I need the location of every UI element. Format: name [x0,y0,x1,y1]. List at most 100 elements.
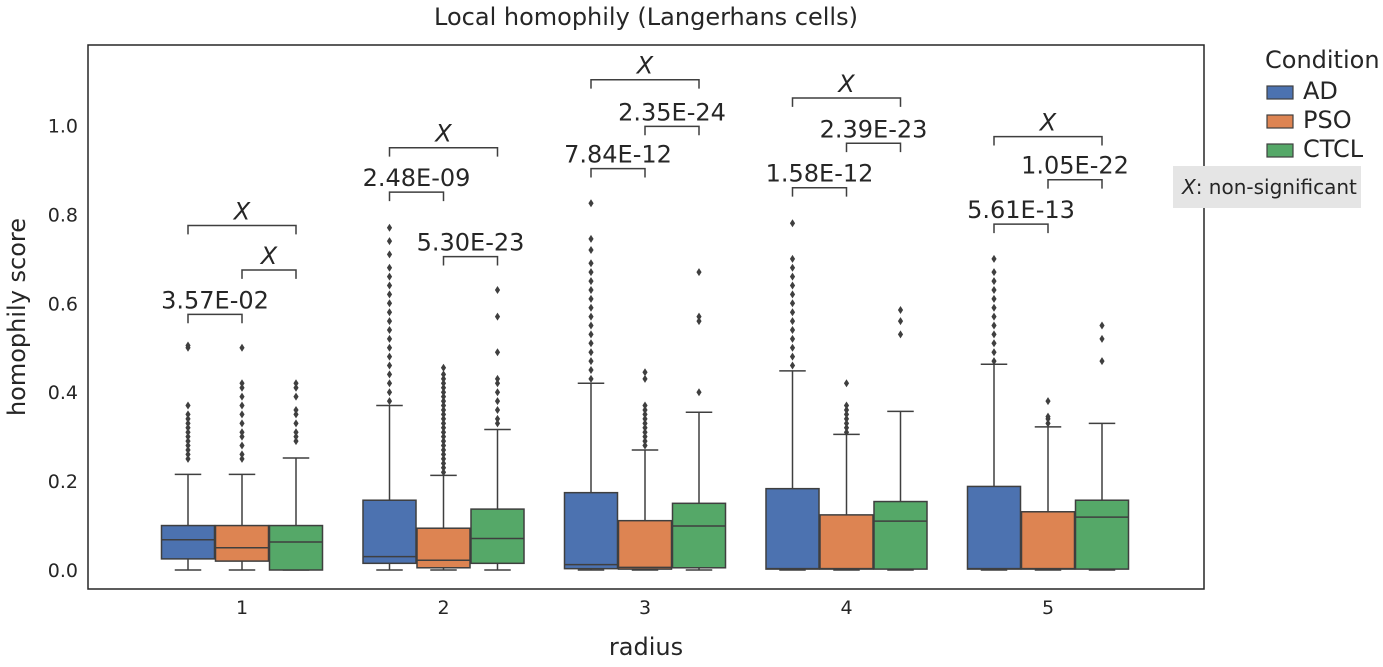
outlier-point [642,368,648,377]
outlier-point [494,285,501,294]
outlier-point [642,419,648,428]
outlier-point [440,468,447,477]
significance-bracket: 5.61E-13 [967,196,1075,234]
x-tick-label: 3 [639,597,651,619]
outlier-point [239,454,245,463]
outlier-point [239,432,245,441]
outlier-point [696,317,702,326]
significance-bracket: X [993,109,1103,146]
legend-label-pso: PSO [1303,106,1352,134]
outlier-point [696,388,702,397]
outlier-point [991,339,997,348]
outlier-point [588,357,594,366]
legend-title: Condition [1265,46,1380,74]
bracket-line [590,78,700,89]
outlier-point [642,441,648,450]
outlier-point [293,419,299,428]
outlier-point [789,308,796,317]
significance-note-symbol: X [1181,175,1197,199]
significance-note-box [1173,166,1361,208]
y-tick-label: 0.8 [48,204,78,226]
outlier-point [588,294,594,303]
bracket-label: X [232,198,251,226]
y-tick-label: 0.2 [48,471,78,493]
outlier-point [789,299,796,308]
outlier-point [386,397,393,406]
outlier-point [588,312,594,321]
bracket-label: X [433,120,452,148]
bracket-label: X [1038,109,1057,137]
bracket-line [388,191,445,202]
box-body [470,508,525,565]
chart-title: Local homophily (Langerhans cells) [434,3,858,31]
outlier-point [239,379,245,388]
outlier-point [440,454,447,463]
outlier-point [185,341,191,350]
bracket-label: 1.58E-12 [766,160,874,188]
legend-swatch-ctcl [1266,143,1294,158]
significance-bracket: X [590,52,700,89]
outlier-point [185,428,191,437]
outlier-point [494,388,501,397]
outlier-point [897,317,904,326]
significance-bracket: 1.58E-12 [766,160,874,197]
outlier-point [696,268,702,277]
outlier-point [386,352,393,361]
outlier-point [293,432,299,441]
outlier-point [1045,419,1051,428]
x-tick-label: 5 [1042,597,1054,619]
y-tick-label: 0.4 [48,382,78,404]
outlier-point [642,405,648,414]
outlier-point [843,401,850,410]
outlier-point [843,428,850,437]
box-pso-4 [819,379,874,571]
outlier-point [1045,412,1051,421]
y-axis-label: homophily score [3,218,31,416]
outlier-point [239,410,245,419]
box-ad-2 [362,223,417,571]
outlier-point [642,437,648,446]
outlier-point [185,432,191,441]
outlier-point [386,388,393,397]
outlier-point [642,428,648,437]
outlier-point [789,263,796,272]
outlier-point [843,405,850,414]
outlier-point [440,401,447,410]
outlier-point [1099,321,1105,330]
bracket-label: X [259,242,278,270]
outlier-point [642,374,648,383]
outlier-point [440,414,447,423]
outlier-point [440,428,447,437]
outlier-point [588,365,594,374]
outlier-point [494,312,501,321]
outlier-point [494,379,501,388]
bracket-line [1047,178,1103,189]
outlier-point [293,379,299,388]
outlier-point [293,428,299,437]
outlier-point [789,334,796,343]
outlier-point [386,334,393,343]
box-pso-5 [1020,397,1076,571]
outlier-point [293,405,299,414]
outlier-point [588,259,594,268]
outlier-point [991,254,997,263]
bracket-label: 3.57E-02 [161,286,269,314]
outlier-point [991,321,997,330]
outlier-point [494,374,501,383]
bracket-label: 5.61E-13 [967,196,1075,224]
outlier-point [386,308,393,317]
outlier-point [440,370,447,379]
outlier-point [789,352,796,361]
outlier-point [386,379,393,388]
outlier-point [386,223,393,232]
bracket-line [993,135,1103,146]
significance-bracket: X [388,120,499,157]
box-body [819,514,874,570]
y-axis: 0.0 0.2 0.4 0.6 0.8 1.0 [48,116,78,583]
bracket-line [791,186,848,197]
x-tick-label: 1 [236,597,248,619]
y-tick-label: 0.6 [48,293,78,315]
bracket-line [845,142,902,153]
bracket-label: 7.84E-12 [564,141,672,169]
